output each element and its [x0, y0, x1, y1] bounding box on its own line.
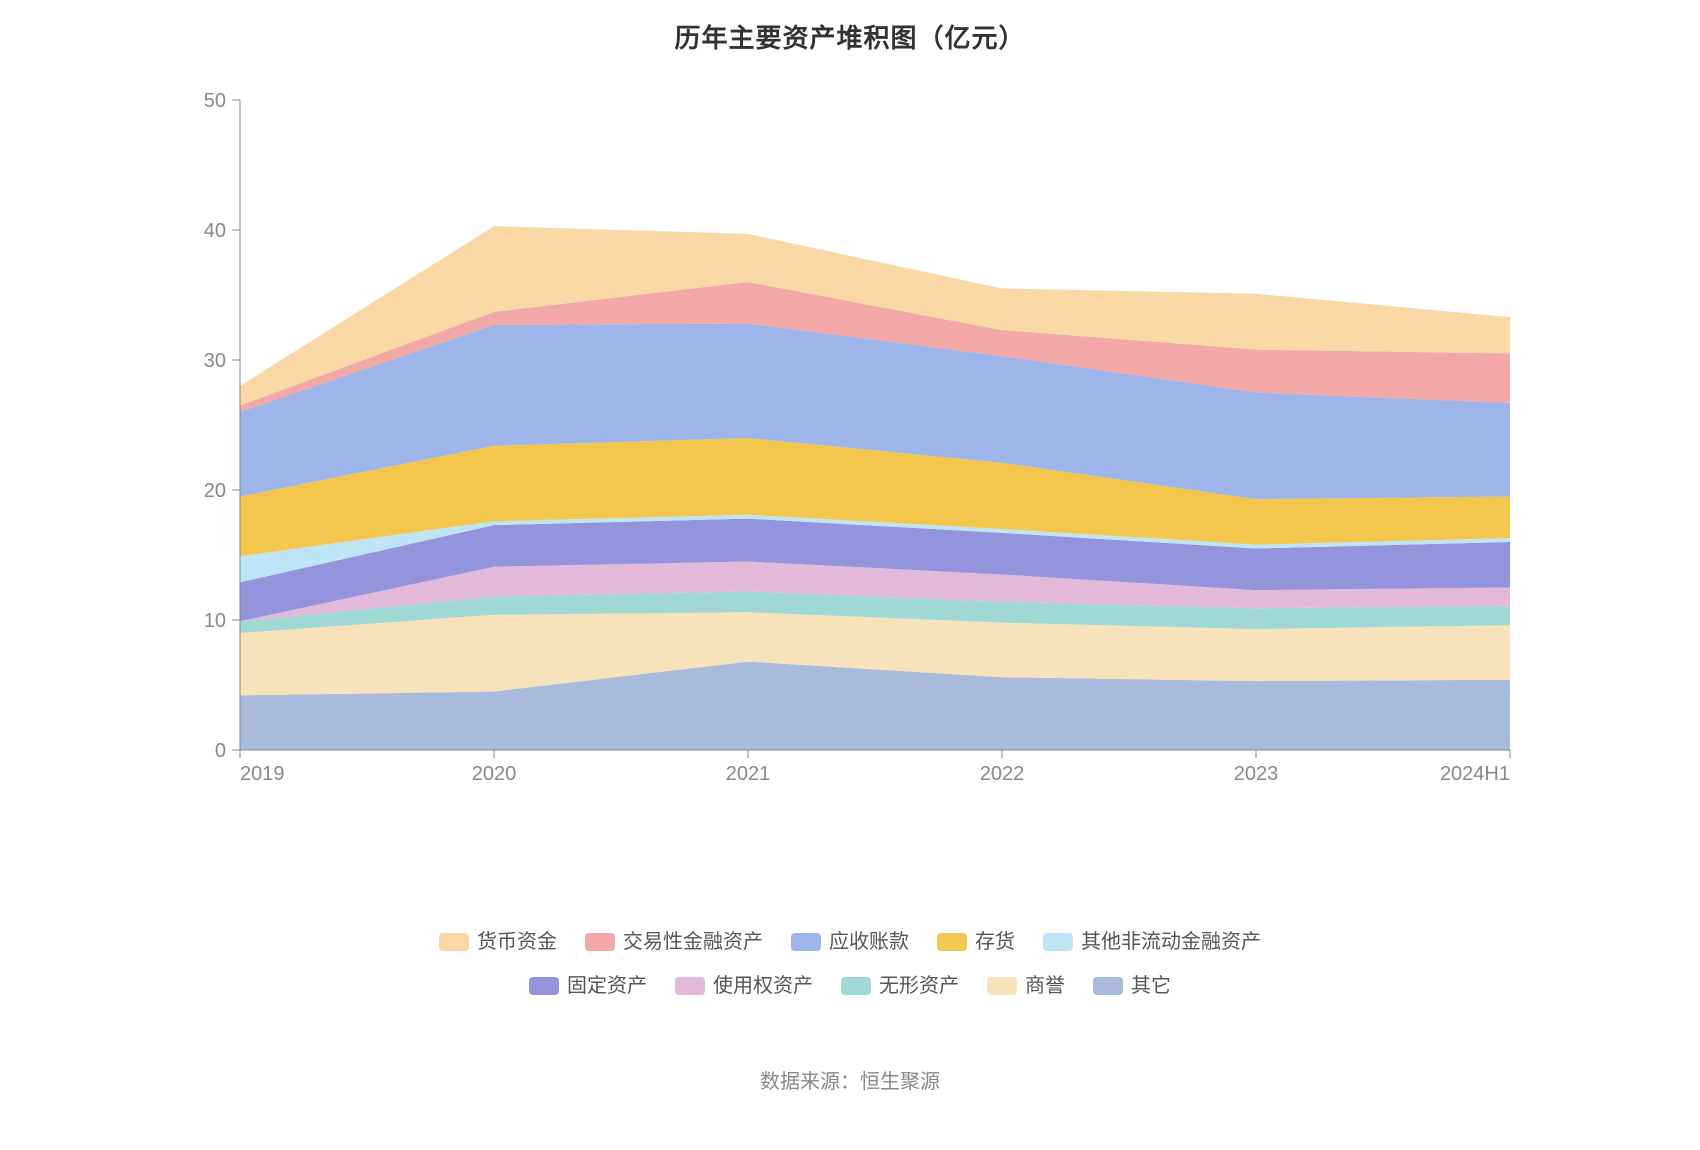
y-tick-label: 10: [204, 610, 226, 632]
legend-item[interactable]: 存货: [937, 920, 1015, 964]
x-tick-label: 2023: [1234, 763, 1279, 785]
x-tick-label: 2019: [240, 763, 285, 785]
stacked-area-svg: 0 10 20 30 40 50 2019 2020 2021 2022 2023 2024H1: [180, 90, 1520, 790]
y-tick-label: 50: [204, 90, 226, 112]
legend-label: 交易性金融资产: [623, 920, 763, 964]
legend-row: 固定资产 使用权资产 无形资产 商誉 其它: [0, 964, 1700, 1008]
y-tick-label: 0: [215, 740, 226, 762]
source-prefix: 数据来源：: [760, 1071, 860, 1093]
legend-label: 无形资产: [879, 964, 959, 1008]
legend-item[interactable]: 应收账款: [791, 920, 909, 964]
x-tick-label: 2022: [980, 763, 1025, 785]
y-tick-label: 40: [204, 220, 226, 242]
legend: 货币资金 交易性金融资产 应收账款 存货 其他非流动金融资产固定资产 使用权资产 无形资产 商…: [0, 920, 1700, 1008]
legend-swatch: [1043, 933, 1073, 951]
x-tick-label: 2024H1: [1440, 763, 1510, 785]
legend-item[interactable]: 固定资产: [529, 964, 647, 1008]
x-tick-label: 2021: [726, 763, 771, 785]
legend-swatch: [791, 933, 821, 951]
legend-label: 存货: [975, 920, 1015, 964]
chart-container: 历年主要资产堆积图（亿元） 0 10 20 30 40 50 2019 2020 2021 202…: [0, 0, 1700, 1150]
legend-label: 商誉: [1025, 964, 1065, 1008]
legend-swatch: [1093, 977, 1123, 995]
legend-swatch: [529, 977, 559, 995]
legend-swatch: [841, 977, 871, 995]
legend-swatch: [585, 933, 615, 951]
plot-area: 0 10 20 30 40 50 2019 2020 2021 2022 2023 2024H1: [180, 90, 1520, 790]
legend-label: 应收账款: [829, 920, 909, 964]
source-name: 恒生聚源: [860, 1071, 940, 1093]
legend-swatch: [439, 933, 469, 951]
chart-title: 历年主要资产堆积图（亿元）: [0, 18, 1700, 55]
legend-item[interactable]: 无形资产: [841, 964, 959, 1008]
y-tick-label: 20: [204, 480, 226, 502]
legend-label: 固定资产: [567, 964, 647, 1008]
legend-label: 使用权资产: [713, 964, 813, 1008]
data-source: 数据来源：恒生聚源: [0, 1065, 1700, 1094]
legend-item[interactable]: 货币资金: [439, 920, 557, 964]
y-tick-label: 30: [204, 350, 226, 372]
legend-swatch: [675, 977, 705, 995]
legend-item[interactable]: 其他非流动金融资产: [1043, 920, 1261, 964]
legend-swatch: [937, 933, 967, 951]
legend-item[interactable]: 其它: [1093, 964, 1171, 1008]
legend-item[interactable]: 交易性金融资产: [585, 920, 763, 964]
legend-label: 货币资金: [477, 920, 557, 964]
legend-item[interactable]: 商誉: [987, 964, 1065, 1008]
legend-label: 其它: [1131, 964, 1171, 1008]
legend-row: 货币资金 交易性金融资产 应收账款 存货 其他非流动金融资产: [0, 920, 1700, 964]
legend-label: 其他非流动金融资产: [1081, 920, 1261, 964]
legend-swatch: [987, 977, 1017, 995]
legend-item[interactable]: 使用权资产: [675, 964, 813, 1008]
x-tick-label: 2020: [472, 763, 517, 785]
